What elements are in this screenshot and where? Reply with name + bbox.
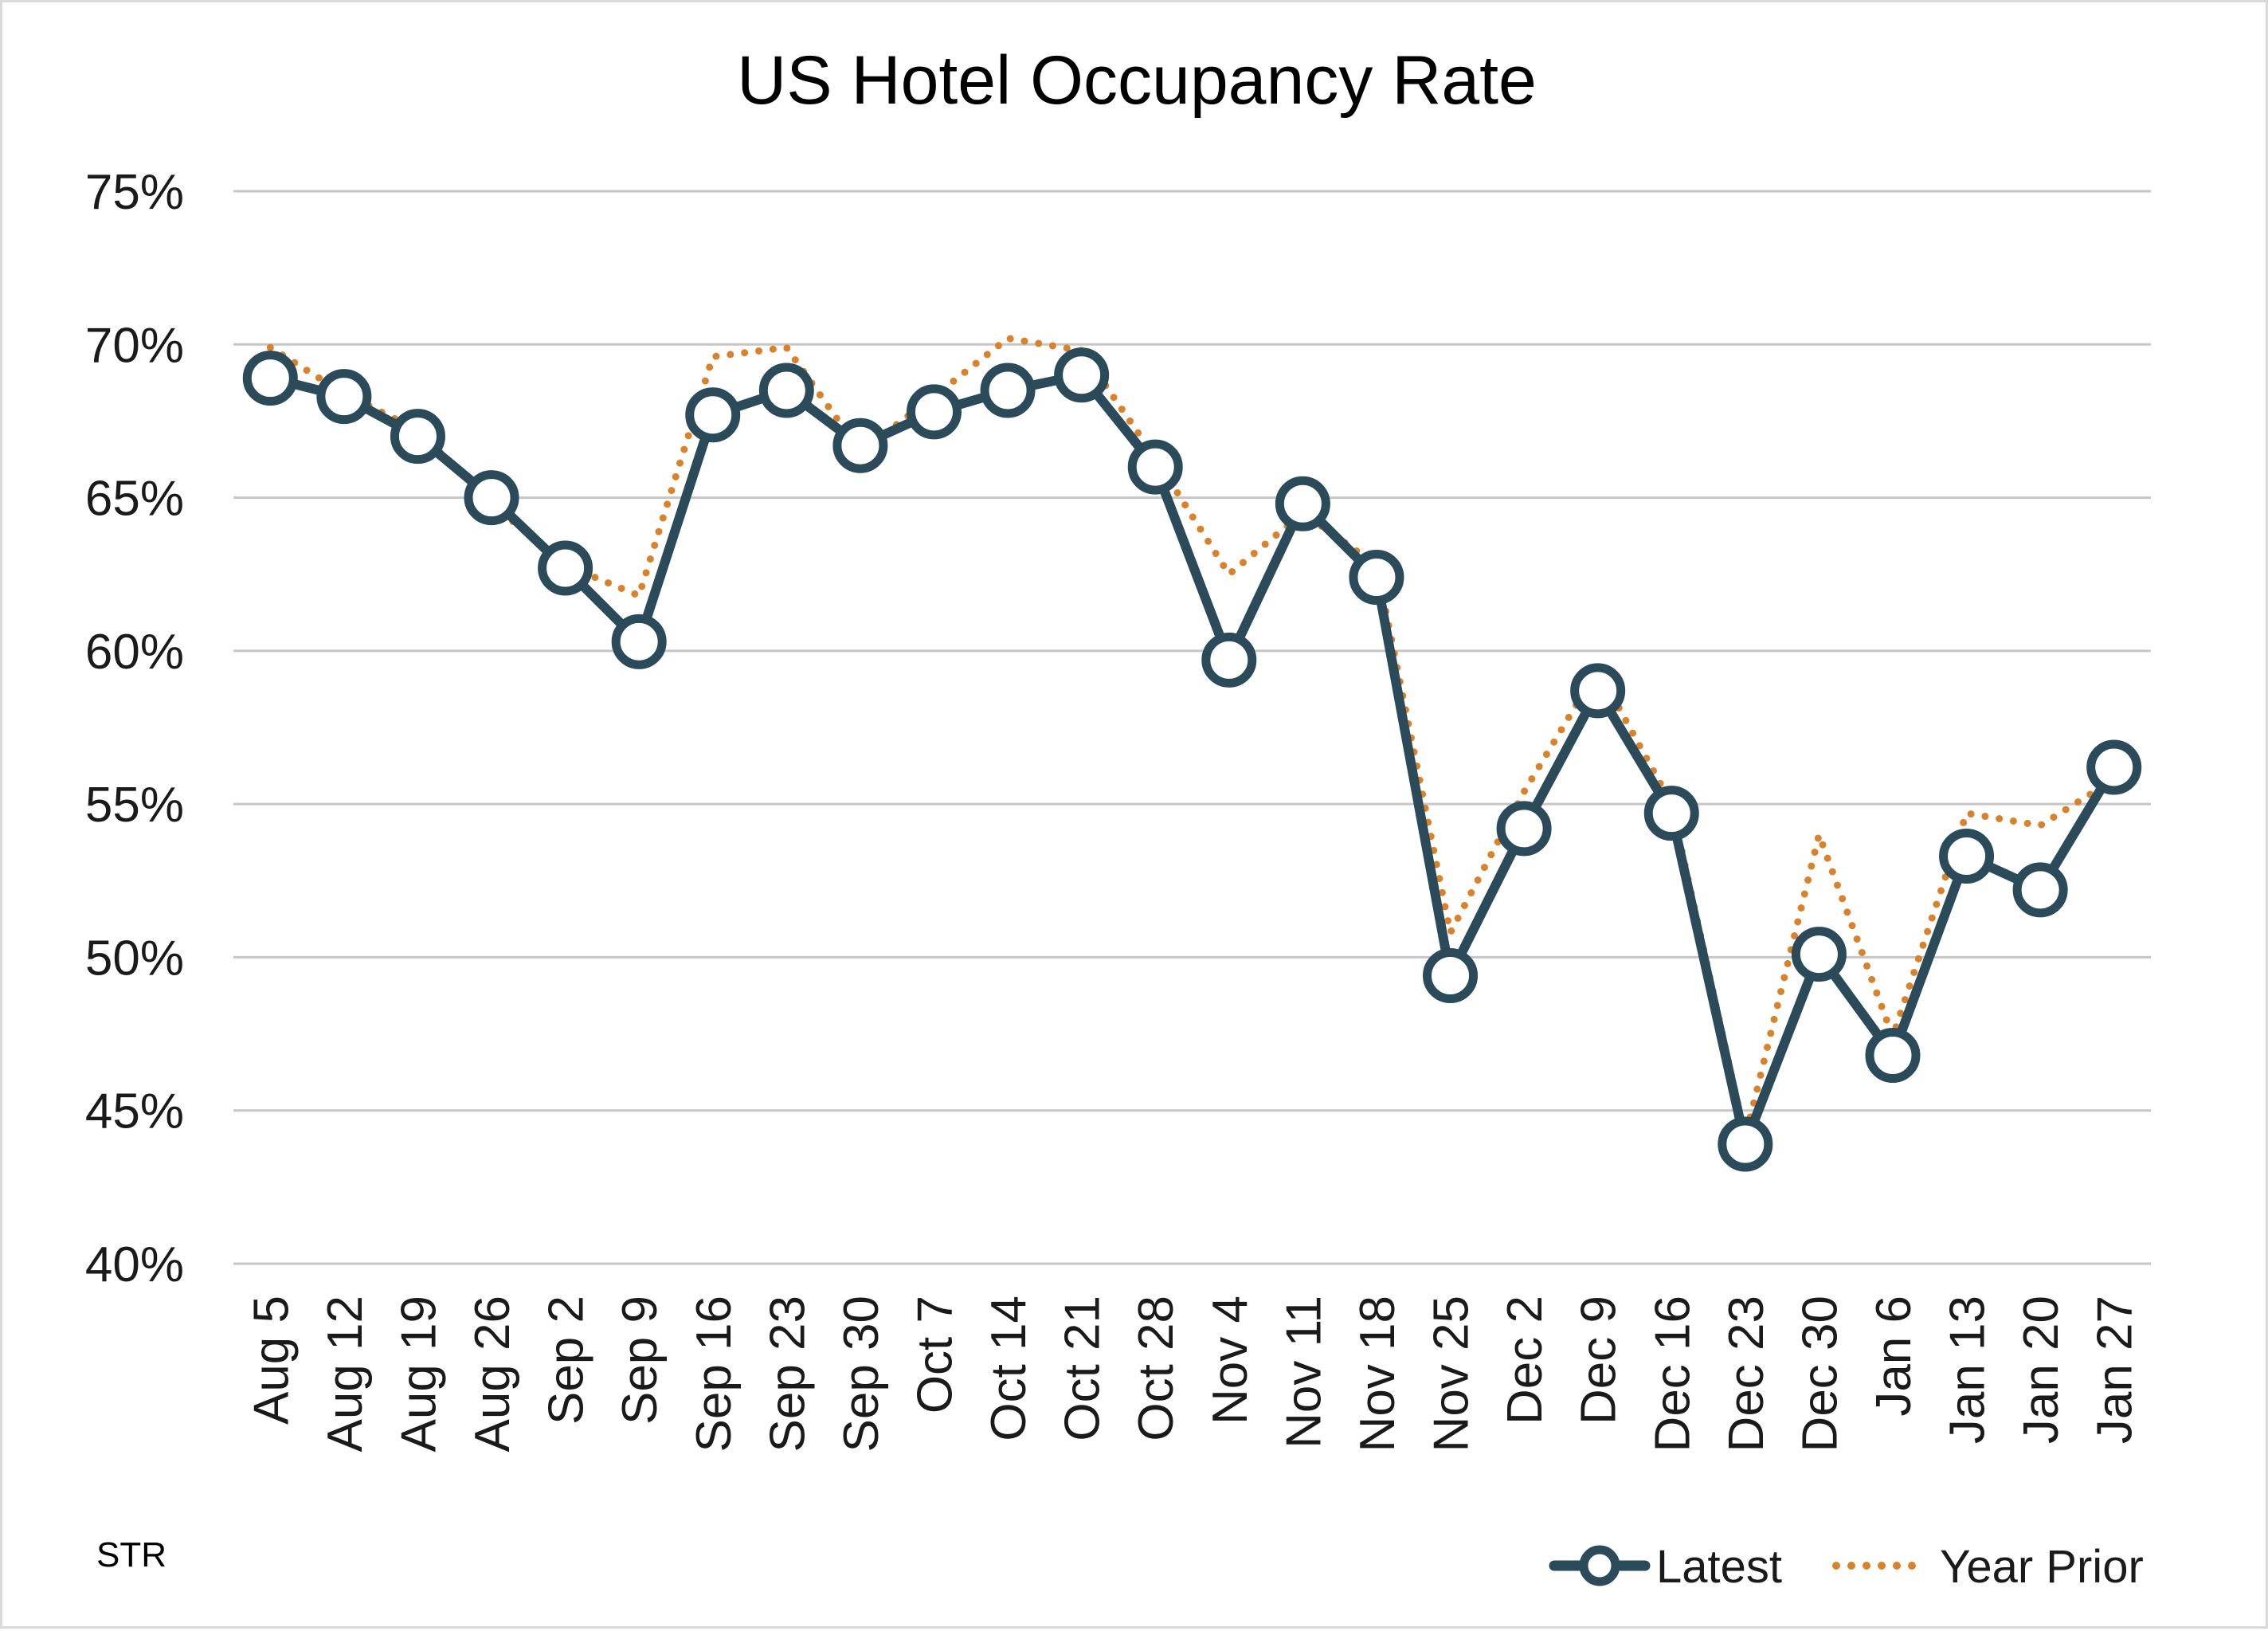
x-tick-label: Nov 18 [1350, 1296, 1405, 1452]
x-tick-label: Nov 4 [1203, 1296, 1258, 1425]
x-tick-label: Dec 2 [1498, 1296, 1553, 1425]
source-note: STR [96, 1535, 166, 1574]
data-point-latest [1865, 1027, 1921, 1083]
data-point-latest [2012, 862, 2068, 918]
legend-latest-swatch-marker [1579, 1545, 1620, 1586]
y-tick-label: 45% [85, 1084, 184, 1139]
chart-title: US Hotel Occupancy Rate [737, 42, 1537, 119]
x-tick-label: Sep 2 [539, 1296, 594, 1425]
data-point-latest [1939, 829, 1995, 884]
legend: Latest Year Prior [1549, 1541, 2144, 1593]
x-tick-label: Aug 26 [465, 1296, 520, 1453]
x-tick-label: Oct 28 [1129, 1296, 1184, 1441]
data-point-latest [611, 614, 667, 669]
y-tick-label: 50% [85, 931, 184, 986]
data-point-latest [906, 384, 962, 440]
x-tick-label: Sep 9 [613, 1296, 668, 1425]
x-tick-label: Sep 16 [687, 1296, 742, 1453]
x-tick-label: Jan 6 [1866, 1296, 1921, 1417]
data-point-latest [1423, 948, 1479, 1004]
x-tick-label: Oct 7 [907, 1296, 962, 1413]
data-point-latest [1201, 632, 1257, 688]
data-point-latest [1349, 550, 1404, 606]
data-point-latest [980, 363, 1036, 418]
series-line-latest [265, 370, 2119, 1150]
x-tick-label: Jan 13 [1941, 1296, 1996, 1444]
x-tick-label: Jan 20 [2014, 1296, 2069, 1444]
x-tick-label: Dec 23 [1719, 1296, 1774, 1452]
data-point-latest [1791, 927, 1847, 982]
data-point-latest [1718, 1116, 1773, 1172]
data-point-latest [1275, 476, 1330, 531]
x-tick-label: Oct 21 [1056, 1296, 1110, 1441]
data-point-latest [1643, 786, 1699, 841]
data-point-latest [390, 409, 445, 465]
x-tick-label: Jan 27 [2088, 1296, 2143, 1444]
data-point-latest [1570, 663, 1626, 719]
data-point-latest [242, 351, 298, 406]
data-point-latest [1127, 439, 1183, 495]
data-point-latest [685, 387, 741, 443]
y-tick-label: 60% [85, 625, 184, 680]
series-lines [265, 335, 2119, 1150]
x-tick-label: Nov 11 [1276, 1296, 1331, 1449]
data-point-latest [2086, 739, 2142, 795]
x-tick-label: Aug 19 [391, 1296, 446, 1453]
data-point-latest [464, 470, 519, 526]
series-line-year-prior [266, 335, 2118, 1142]
x-axis-ticks: Aug 5 Aug 12 Aug 19 Aug 26 Sep 2 Sep 9 Sep 16 S… [244, 1296, 2142, 1453]
y-tick-label: 65% [85, 472, 184, 527]
y-tick-label: 55% [85, 778, 184, 833]
gridlines [233, 190, 2151, 1265]
legend-year-prior-label: Year Prior [1940, 1541, 2144, 1593]
data-point-latest [316, 369, 372, 425]
data-point-latest [1496, 801, 1552, 857]
x-tick-label: Aug 5 [244, 1296, 299, 1425]
x-tick-label: Sep 23 [760, 1296, 815, 1453]
x-tick-label: Sep 30 [834, 1296, 889, 1453]
data-point-latest [1054, 347, 1110, 403]
data-point-latest [538, 540, 593, 596]
x-tick-label: Dec 9 [1572, 1296, 1627, 1425]
x-tick-label: Dec 16 [1645, 1296, 1700, 1452]
x-tick-label: Dec 30 [1792, 1296, 1847, 1452]
x-tick-label: Oct 14 [981, 1296, 1036, 1441]
y-tick-label: 75% [85, 165, 184, 220]
legend-latest-label: Latest [1656, 1541, 1782, 1593]
data-point-latest [758, 363, 814, 418]
series-markers [242, 347, 2142, 1172]
x-tick-label: Nov 25 [1424, 1296, 1479, 1452]
y-tick-label: 70% [85, 318, 184, 373]
x-tick-label: Aug 12 [318, 1296, 373, 1453]
data-point-latest [832, 418, 888, 473]
y-tick-label: 40% [85, 1237, 184, 1292]
y-axis-ticks: 40% 45% 50% 55% 60% 65% 70% 75% [85, 165, 184, 1292]
